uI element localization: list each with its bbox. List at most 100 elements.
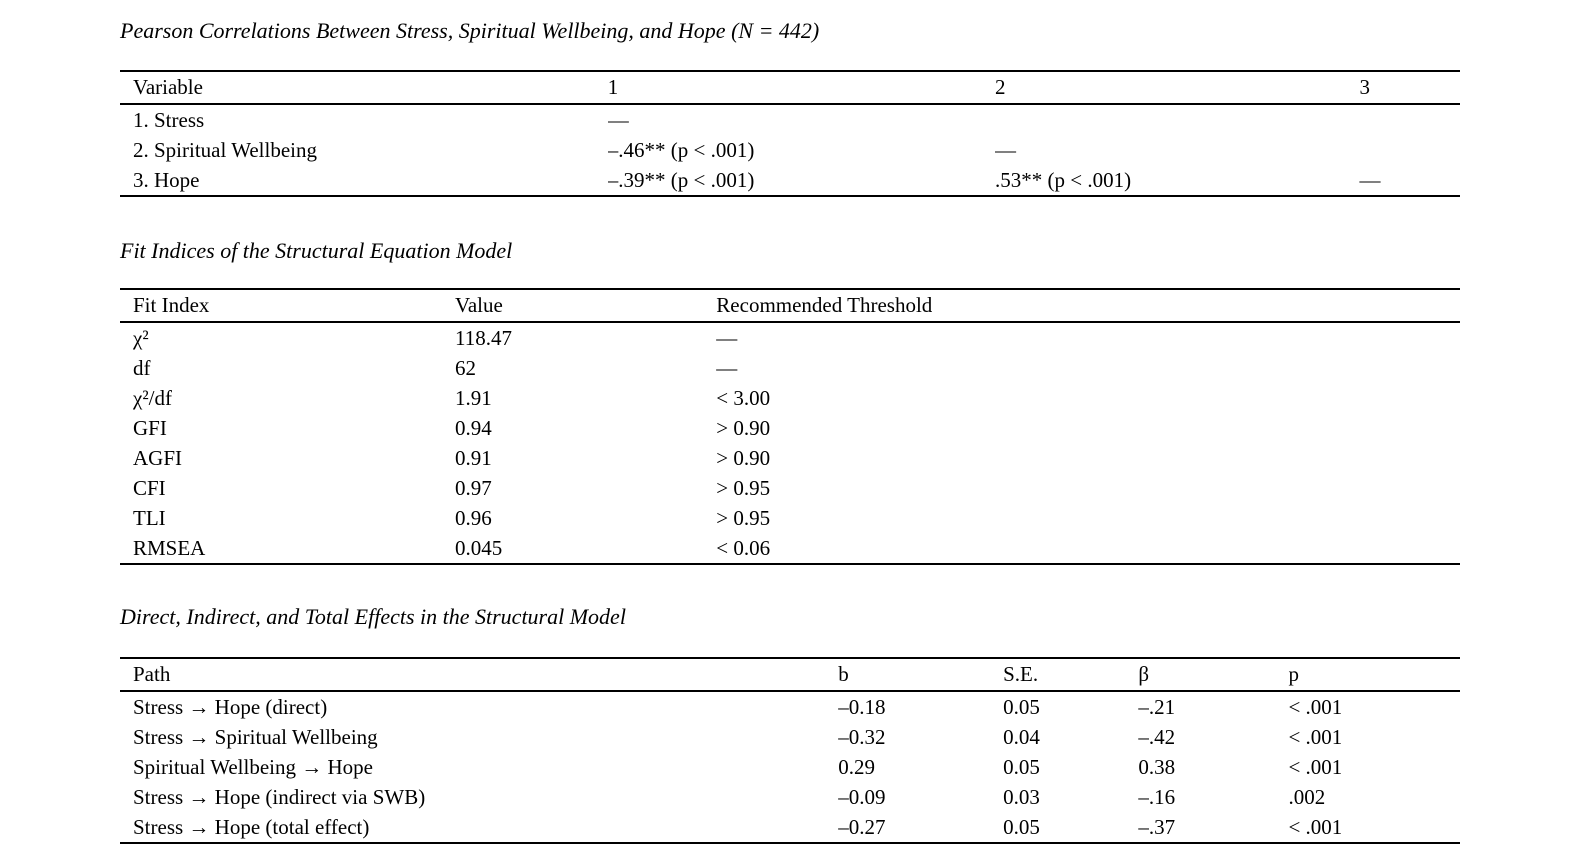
- table-row: RMSEA 0.045 < 0.06: [120, 533, 1460, 564]
- table-cell: .002: [1288, 784, 1326, 809]
- table-cell: RMSEA: [133, 535, 206, 560]
- column-header: S.E.: [1003, 658, 1139, 692]
- table-cell: –0.27: [838, 814, 886, 839]
- header-row: Fit Index Value Recommended Threshold: [120, 289, 1460, 323]
- table-cell: > 0.95: [716, 475, 771, 500]
- table-cell: 0.05: [1003, 694, 1040, 719]
- table-cell: 0.03: [1003, 784, 1040, 809]
- table-cell: –0.18: [838, 694, 886, 719]
- table-cell: 0.96: [455, 505, 492, 530]
- table-cell: 1.91: [455, 385, 492, 410]
- table-cell: 0.29: [838, 754, 875, 779]
- table-cell: 3. Hope: [133, 167, 200, 192]
- table-cell: < .001: [1288, 814, 1343, 839]
- table-cell: < .001: [1288, 694, 1343, 719]
- table-cell: Stress → Spiritual Wellbeing: [133, 724, 378, 749]
- column-header: 3: [1359, 71, 1460, 105]
- table-cell: 0.94: [455, 415, 492, 440]
- table-cell: .53** (p < .001): [995, 167, 1132, 192]
- table-row: χ² 118.47 —: [120, 322, 1460, 353]
- table-row: 1. Stress —: [120, 104, 1460, 135]
- section-correlations: Pearson Correlations Between Stress, Spi…: [120, 17, 1460, 197]
- table-cell: 0.91: [455, 445, 492, 470]
- column-header: p: [1288, 658, 1460, 692]
- table-row: Stress → Hope (direct) –0.18 0.05 –.21 < .00…: [120, 691, 1460, 722]
- table-cell: —: [716, 355, 738, 380]
- fit-indices-table: Fit Index Value Recommended Threshold χ² 118…: [120, 288, 1460, 565]
- table-cell: [1359, 104, 1460, 135]
- column-header: b: [838, 658, 1004, 692]
- column-header: Path: [120, 658, 839, 692]
- table-cell: –0.09: [838, 784, 886, 809]
- column-header: Value: [455, 289, 717, 323]
- table-row: CFI 0.97 > 0.95: [120, 473, 1460, 503]
- table-cell: 0.045: [455, 535, 503, 560]
- table-cell: –.46** (p < .001): [607, 137, 755, 162]
- table-cell: –.39** (p < .001): [607, 167, 755, 192]
- table-cell: > 0.90: [716, 415, 771, 440]
- column-header: 2: [995, 71, 1360, 105]
- table-cell: < 0.06: [716, 535, 771, 560]
- table-cell: 0.05: [1003, 814, 1040, 839]
- table-cell: > 0.90: [716, 445, 771, 470]
- table-row: df 62 —: [120, 353, 1460, 383]
- column-header: Recommended Threshold: [716, 289, 1460, 323]
- table-row: χ²/df 1.91 < 3.00: [120, 383, 1460, 413]
- table-cell: Stress → Hope (indirect via SWB): [133, 784, 426, 809]
- table-row: Spiritual Wellbeing → Hope 0.29 0.05 0.38 < …: [120, 752, 1460, 782]
- table-row: Stress → Hope (indirect via SWB) –0.09 0.0…: [120, 782, 1460, 812]
- table-cell: χ²: [133, 325, 149, 350]
- table-cell: –.21: [1138, 694, 1176, 719]
- header-row: Variable 1 2 3: [120, 71, 1460, 105]
- effects-table-title: Direct, Indirect, and Total Effects in t…: [120, 604, 626, 629]
- table-cell: > 0.95: [716, 505, 771, 530]
- table-cell: χ²/df: [133, 385, 172, 410]
- table-cell: CFI: [133, 475, 166, 500]
- column-header: β: [1138, 658, 1289, 692]
- table-cell: —: [1359, 167, 1381, 192]
- table-row: Stress → Spiritual Wellbeing –0.32 0.04 –.4…: [120, 722, 1460, 752]
- section-effects: Direct, Indirect, and Total Effects in t…: [120, 603, 1460, 844]
- table-row: TLI 0.96 > 0.95: [120, 503, 1460, 533]
- header-row: Path b S.E. β p: [120, 658, 1460, 692]
- table-cell: 0.97: [455, 475, 492, 500]
- table-cell: 62: [455, 355, 476, 380]
- column-header: 1: [607, 71, 995, 105]
- table-row: 2. Spiritual Wellbeing –.46** (p < .001) —: [120, 135, 1460, 165]
- table-row: GFI 0.94 > 0.90: [120, 413, 1460, 443]
- table-cell: [995, 104, 1359, 135]
- table-cell: 118.47: [455, 325, 512, 350]
- table-cell: 1. Stress: [133, 107, 205, 132]
- table-cell: [1359, 135, 1460, 165]
- table-cell: —: [716, 325, 738, 350]
- fit-indices-table-title: Fit Indices of the Structural Equation M…: [120, 238, 513, 263]
- table-cell: 0.04: [1003, 724, 1040, 749]
- column-header: Fit Index: [120, 289, 455, 323]
- table-cell: < .001: [1288, 724, 1343, 749]
- table-row: Stress → Hope (total effect) –0.27 0.05 –.3…: [120, 812, 1460, 843]
- table-row: 3. Hope –.39** (p < .001) .53** (p < .001)…: [120, 165, 1460, 196]
- table-cell: –.37: [1138, 814, 1176, 839]
- table-cell: –0.32: [838, 724, 886, 749]
- table-cell: < 3.00: [716, 385, 771, 410]
- table-cell: –.16: [1138, 784, 1176, 809]
- correlations-table: Variable 1 2 3 1. Stress —2. Spiritual Wellbe…: [120, 70, 1460, 197]
- table-cell: 0.38: [1138, 754, 1176, 779]
- table-cell: df: [133, 355, 151, 380]
- table-row: AGFI 0.91 > 0.90: [120, 443, 1460, 473]
- table-cell: 2. Spiritual Wellbeing: [133, 137, 317, 162]
- table-cell: —: [995, 137, 1016, 162]
- table-cell: TLI: [133, 505, 166, 530]
- table-cell: GFI: [133, 415, 167, 440]
- table-cell: —: [607, 107, 629, 132]
- table-cell: Stress → Hope (direct): [133, 694, 328, 719]
- table-cell: Stress → Hope (total effect): [133, 814, 370, 839]
- table-cell: 0.05: [1003, 754, 1040, 779]
- correlations-table-title: Pearson Correlations Between Stress, Spi…: [120, 18, 820, 43]
- section-fit-indices: Fit Indices of the Structural Equation M…: [120, 237, 1460, 565]
- table-cell: AGFI: [133, 445, 183, 470]
- table-cell: –.42: [1138, 724, 1176, 749]
- column-header: Variable: [120, 71, 608, 105]
- table-cell: Spiritual Wellbeing → Hope: [133, 754, 373, 779]
